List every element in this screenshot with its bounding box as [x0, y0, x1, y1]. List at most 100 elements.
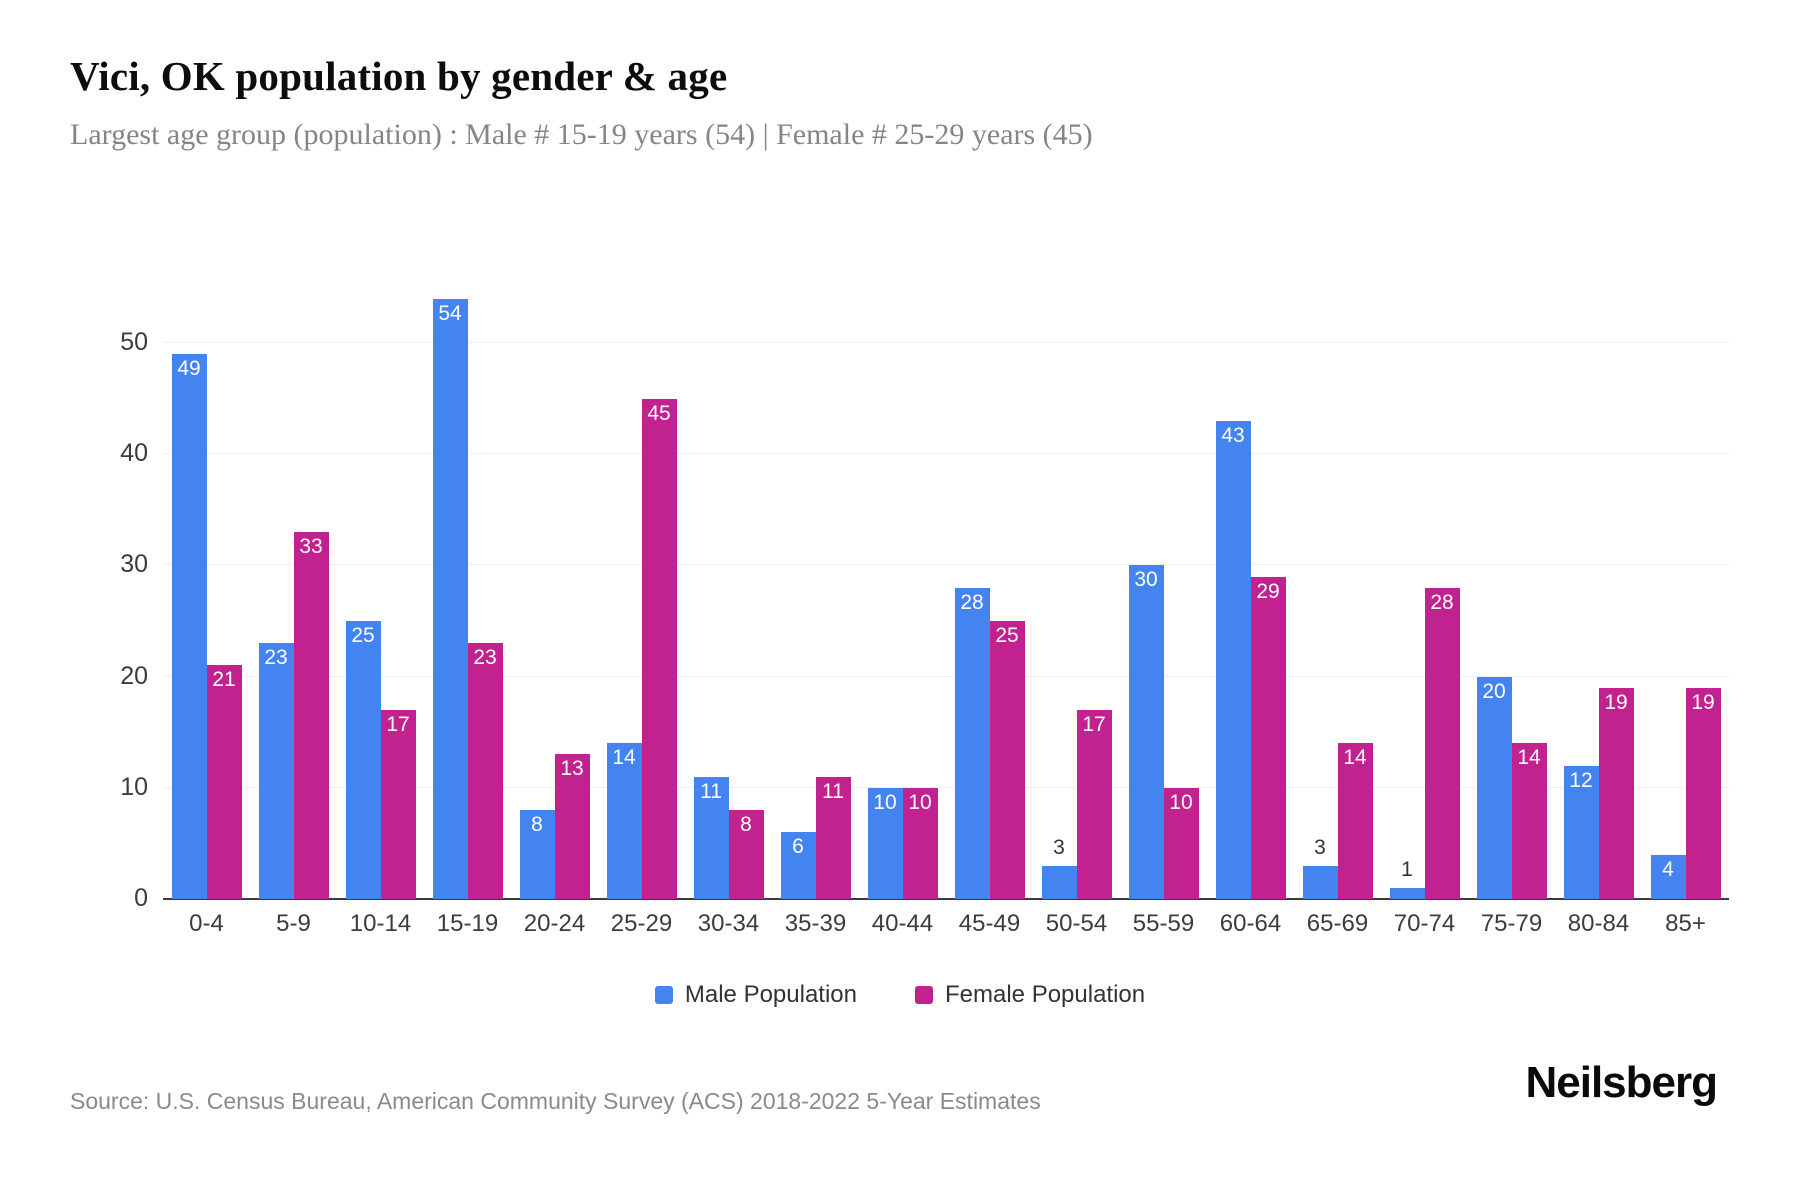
legend-item-male: Male Population: [654, 981, 857, 1009]
y-tick-label-30: 30: [120, 550, 148, 579]
bar-female-35-39: 11: [815, 776, 851, 899]
bar-male-60-64: 43: [1215, 420, 1251, 899]
bar-group-40-44: 10 10: [859, 280, 946, 899]
bar-female-20-24: 13: [554, 754, 590, 899]
bar-value-label: 3: [1314, 835, 1326, 859]
bar-female-15-19: 23: [467, 643, 503, 899]
x-tick-label-70-74: 70-74: [1393, 910, 1456, 937]
bar-male-0-4: 49: [171, 354, 207, 899]
bar-female-50-54: 17: [1076, 709, 1112, 899]
bar-value-label: 19: [1691, 690, 1715, 714]
bar-value-label: 1: [1401, 857, 1413, 881]
bar-male-55-59: 30: [1128, 565, 1164, 899]
chart-title: Vici, OK population by gender & age: [70, 53, 728, 99]
bar-group-35-39: 6 11: [772, 280, 859, 899]
bar-group-10-14: 25 17: [337, 280, 424, 899]
bar-female-65-69: 14: [1337, 743, 1373, 899]
y-tick-label-50: 50: [120, 328, 148, 356]
bar-value-label: 13: [560, 757, 584, 781]
bar-value-label: 25: [351, 624, 375, 647]
bar-value-label: 33: [299, 535, 323, 559]
bar-female-80-84: 19: [1598, 687, 1634, 899]
bar-group-20-24: 8 13: [511, 280, 598, 899]
y-tick-label-10: 10: [120, 772, 148, 801]
source-note: Source: U.S. Census Bureau, American Com…: [70, 1088, 1041, 1114]
x-tick-label-65-69: 65-69: [1306, 910, 1369, 937]
bar-value-label: 28: [960, 590, 984, 614]
bar-value-label: 29: [1256, 579, 1280, 603]
bar-value-label: 4: [1662, 857, 1674, 881]
bar-female-25-29: 45: [641, 398, 677, 899]
bar-group-65-69: 3 14: [1294, 280, 1381, 899]
bar-female-70-74: 28: [1424, 587, 1460, 899]
x-tick-label-20-24: 20-24: [523, 910, 586, 937]
bar-group-30-34: 11 8: [685, 280, 772, 899]
x-tick-label-55-59: 55-59: [1132, 910, 1195, 937]
x-tick-label-35-39: 35-39: [784, 910, 847, 937]
bar-value-label: 10: [873, 790, 897, 814]
bar-value-label: 11: [822, 779, 844, 803]
gridline-50: [163, 342, 1729, 343]
bar-value-label: 28: [1430, 590, 1454, 614]
gridline-40: [163, 453, 1729, 455]
bar-value-label: 17: [1082, 712, 1106, 736]
bar-value-label: 49: [177, 357, 201, 381]
x-tick-label-25-29: 25-29: [610, 910, 673, 937]
legend-swatch-icon: [915, 986, 933, 1004]
bar-group-75-79: 20 14: [1468, 280, 1555, 899]
bar-male-5-9: 23: [258, 643, 294, 899]
bar-value-label: 19: [1604, 690, 1628, 714]
bar-value-label: 14: [612, 746, 636, 770]
bar-group-70-74: 1 28: [1381, 280, 1468, 899]
bar-group-55-59: 30 10: [1120, 280, 1207, 899]
bar-female-75-79: 14: [1511, 743, 1547, 899]
legend-label: Female Population: [945, 981, 1146, 1008]
bar-male-10-14: 25: [345, 621, 381, 899]
y-tick-label-40: 40: [120, 439, 148, 468]
bar-male-25-29: 14: [606, 743, 642, 899]
bar-male-85+: 4: [1650, 854, 1686, 899]
x-tick-label-5-9: 5-9: [276, 910, 311, 937]
x-tick-label-40-44: 40-44: [871, 910, 934, 937]
bar-group-0-4: 49 21: [163, 280, 250, 899]
bar-group-60-64: 43 29: [1207, 280, 1294, 899]
legend-label: Male Population: [684, 981, 857, 1008]
bar-value-label: 21: [212, 668, 236, 692]
bar-value-label: 11: [700, 779, 722, 803]
bar-group-50-54: 3 17: [1033, 280, 1120, 899]
plot-area: 49 21 23 33 25 17 54 23 8 13 14 45 11 8 6 11 10 10 28 25 3 17…: [163, 280, 1729, 900]
x-tick-label-50-54: 50-54: [1045, 910, 1108, 937]
bar-male-50-54: 3: [1041, 836, 1077, 899]
bar-male-45-49: 28: [954, 587, 990, 899]
bar-value-label: 6: [792, 835, 804, 859]
bar-value-label: 23: [473, 646, 497, 670]
bar-group-5-9: 23 33: [250, 280, 337, 899]
bar-female-60-64: 29: [1250, 576, 1286, 899]
bar-value-label: 45: [647, 401, 671, 425]
bar-female-30-34: 8: [728, 810, 764, 899]
y-tick-label-0: 0: [134, 884, 148, 912]
bar-male-65-69: 3: [1302, 836, 1338, 899]
bar-female-45-49: 25: [989, 621, 1025, 899]
bar-value-label: 43: [1221, 423, 1245, 447]
bar-value-label: 25: [995, 624, 1019, 647]
bar-male-15-19: 54: [432, 298, 468, 899]
bar-value-label: 14: [1343, 746, 1367, 770]
bar-female-5-9: 33: [293, 532, 329, 899]
x-tick-label-30-34: 30-34: [697, 910, 760, 937]
x-tick-label-85+: 85+: [1665, 910, 1706, 937]
bar-group-85+: 4 19: [1642, 280, 1729, 899]
bar-male-30-34: 11: [693, 776, 729, 899]
gridline-20: [163, 675, 1729, 677]
x-tick-label-80-84: 80-84: [1567, 910, 1630, 937]
bar-value-label: 23: [264, 646, 288, 670]
legend: Male Population Female Population: [0, 981, 1800, 1009]
bar-value-label: 54: [438, 301, 462, 325]
gridline-30: [163, 564, 1729, 566]
bar-male-35-39: 6: [780, 832, 816, 899]
bar-value-label: 14: [1517, 746, 1541, 770]
bar-value-label: 30: [1134, 568, 1158, 592]
bar-female-10-14: 17: [380, 709, 416, 899]
bar-group-45-49: 28 25: [946, 280, 1033, 899]
bar-female-40-44: 10: [902, 787, 938, 899]
